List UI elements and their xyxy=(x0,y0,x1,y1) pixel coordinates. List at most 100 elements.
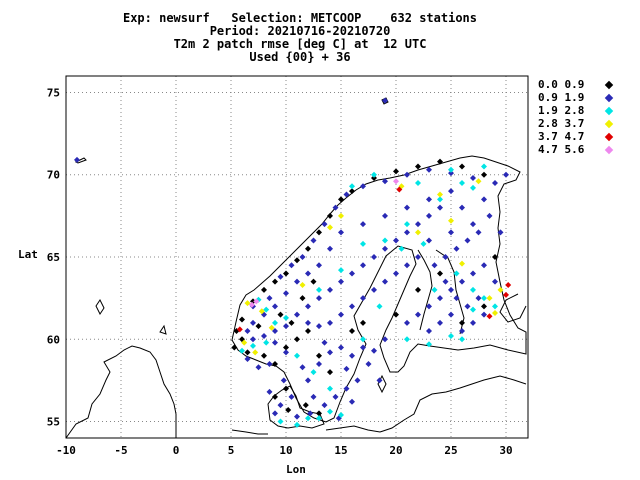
station-point xyxy=(459,260,465,267)
station-point xyxy=(316,323,322,330)
station-point xyxy=(415,254,421,260)
station-point xyxy=(426,328,432,335)
coastline-denmark xyxy=(267,385,325,429)
station-point xyxy=(492,278,498,285)
x-tick-label: 25 xyxy=(444,444,457,457)
station-point xyxy=(294,421,300,428)
station-point xyxy=(349,352,355,359)
station-point xyxy=(404,204,410,211)
station-point xyxy=(360,221,366,228)
x-tick-label: -5 xyxy=(114,444,127,457)
coastline-jan-mayen xyxy=(74,157,87,164)
station-point xyxy=(349,328,355,335)
station-point xyxy=(481,262,487,269)
plot-frame xyxy=(65,75,529,439)
station-point xyxy=(382,278,388,285)
station-point xyxy=(316,262,322,269)
station-point xyxy=(294,413,300,420)
station-point xyxy=(272,319,278,326)
station-point xyxy=(497,286,504,293)
station-point xyxy=(382,212,388,219)
station-point xyxy=(497,229,504,236)
station-point xyxy=(244,300,251,307)
station-point xyxy=(283,323,289,330)
header-line-3: T2m 2 patch rmse [deg C] at 12 UTC xyxy=(173,37,427,51)
station-point xyxy=(272,410,278,417)
station-point xyxy=(426,341,432,348)
station-point xyxy=(448,229,454,236)
station-point xyxy=(426,212,432,219)
station-point xyxy=(283,270,289,277)
station-point xyxy=(371,254,377,260)
station-point xyxy=(464,303,471,310)
station-point xyxy=(448,286,454,293)
station-point xyxy=(393,237,399,244)
station-point xyxy=(448,170,454,177)
station-point xyxy=(492,179,498,186)
station-point xyxy=(338,411,344,418)
station-point xyxy=(305,303,311,310)
legend-label: 2.8 3.7 xyxy=(538,117,585,130)
station-point xyxy=(327,212,333,219)
station-point xyxy=(382,245,388,252)
station-point xyxy=(316,229,322,236)
coastline-bothnia-west xyxy=(417,249,433,331)
station-point xyxy=(302,402,309,409)
station-point xyxy=(327,319,333,326)
station-point xyxy=(343,191,350,198)
station-point xyxy=(310,237,317,244)
station-point xyxy=(316,286,322,293)
station-point xyxy=(481,303,487,310)
station-point xyxy=(393,178,399,185)
station-point xyxy=(486,212,493,219)
coastline-faroe xyxy=(95,299,105,315)
station-point xyxy=(338,278,344,285)
station-point xyxy=(236,326,243,333)
station-point xyxy=(360,295,366,302)
station-point xyxy=(426,166,432,173)
station-point xyxy=(459,278,465,285)
station-point xyxy=(239,347,245,354)
station-point xyxy=(338,344,344,351)
coastline-scandinavia xyxy=(231,155,527,423)
station-point xyxy=(371,175,377,182)
legend-label: 1.9 2.8 xyxy=(538,104,585,117)
station-point xyxy=(459,328,465,335)
station-point xyxy=(349,398,355,405)
station-point xyxy=(503,291,509,298)
station-point xyxy=(272,393,278,400)
station-point xyxy=(459,163,465,170)
station-point xyxy=(316,410,322,417)
station-point xyxy=(470,175,476,182)
station-point xyxy=(437,158,443,165)
station-point xyxy=(316,352,322,359)
station-point xyxy=(305,377,311,384)
x-tick-label: 0 xyxy=(173,444,180,457)
station-point xyxy=(382,336,388,343)
station-point xyxy=(459,319,465,326)
station-point xyxy=(404,221,410,228)
station-point xyxy=(360,262,366,269)
station-point xyxy=(294,336,300,343)
station-point xyxy=(393,168,399,175)
station-point xyxy=(431,262,438,269)
station-point xyxy=(470,319,476,326)
station-point xyxy=(437,191,443,198)
station-point xyxy=(448,217,454,224)
station-point xyxy=(316,415,322,422)
station-point xyxy=(426,237,432,244)
station-point xyxy=(376,377,383,384)
station-point xyxy=(285,407,292,414)
station-point xyxy=(459,336,465,343)
station-point xyxy=(492,303,498,310)
station-point xyxy=(74,156,80,163)
station-point xyxy=(263,339,270,346)
station-point xyxy=(393,311,399,318)
station-point xyxy=(459,204,465,211)
station-point xyxy=(453,245,460,252)
station-point xyxy=(475,178,482,185)
station-point xyxy=(415,229,421,236)
station-point xyxy=(266,360,273,367)
station-point xyxy=(343,365,350,372)
station-point xyxy=(470,221,476,228)
